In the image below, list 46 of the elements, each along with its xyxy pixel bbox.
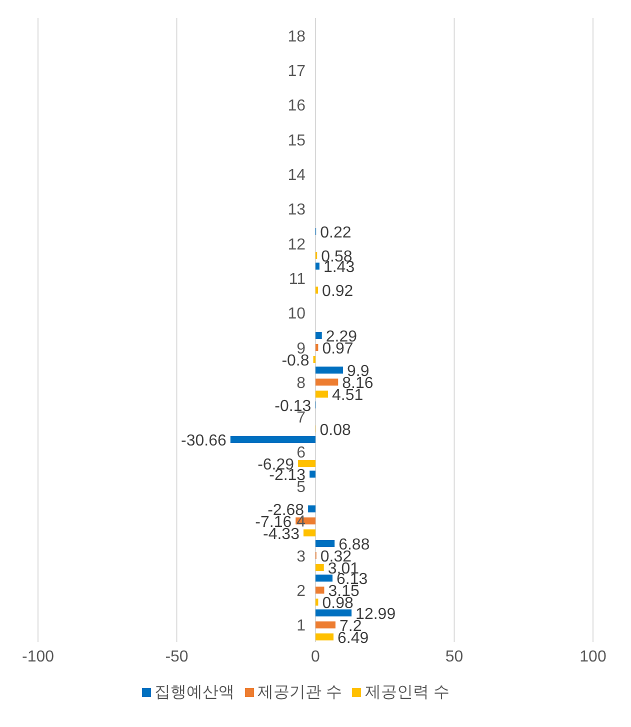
y-tick-label: 1 [296, 618, 306, 635]
y-tick-label: 8 [296, 375, 306, 392]
bar [316, 286, 318, 294]
bar [308, 505, 316, 512]
legend-label: 제공인력 수 [365, 684, 450, 701]
data-label: 0.08 [320, 422, 351, 439]
y-tick-label: 12 [288, 236, 306, 254]
bar [316, 598, 318, 606]
y-tick-label: 14 [288, 167, 306, 184]
bar [316, 609, 352, 616]
x-tick-label: -100 [22, 648, 54, 666]
bar [316, 564, 324, 571]
bar [230, 436, 316, 443]
y-tick-label: 17 [288, 63, 306, 80]
y-tick-label: 16 [288, 98, 306, 115]
bar [316, 621, 336, 628]
y-tick-label: 3 [296, 548, 306, 566]
bar [298, 460, 316, 467]
y-tick-label: 13 [288, 202, 306, 219]
y-tick-label: 10 [288, 306, 306, 323]
bar [316, 633, 334, 640]
y-tick-label: 11 [288, 271, 306, 288]
y-tick-label: 2 [296, 583, 306, 600]
bar [316, 262, 320, 270]
bar [316, 540, 335, 547]
y-tick-label: 6 [296, 444, 306, 462]
x-tick-label: 50 [445, 648, 464, 666]
data-label: 0.92 [322, 283, 354, 300]
x-tick-label: -50 [165, 648, 188, 666]
bar [316, 390, 328, 398]
data-label: -30.66 [181, 432, 227, 450]
bar [303, 529, 316, 536]
y-tick-label: 15 [288, 132, 306, 150]
x-tick-label: 0 [311, 648, 320, 666]
bar [316, 332, 322, 339]
bar [316, 344, 318, 351]
bar [316, 586, 324, 594]
data-label: 0.22 [320, 224, 352, 242]
bar [310, 470, 316, 478]
y-tick-label: 18 [288, 28, 306, 46]
bar [316, 378, 338, 386]
bar [316, 366, 343, 374]
legend-label: 제공기관 수 [258, 684, 342, 701]
bar [316, 574, 333, 582]
legend-label: 집행예산액 [154, 684, 235, 701]
x-tick-label: 100 [580, 648, 606, 666]
